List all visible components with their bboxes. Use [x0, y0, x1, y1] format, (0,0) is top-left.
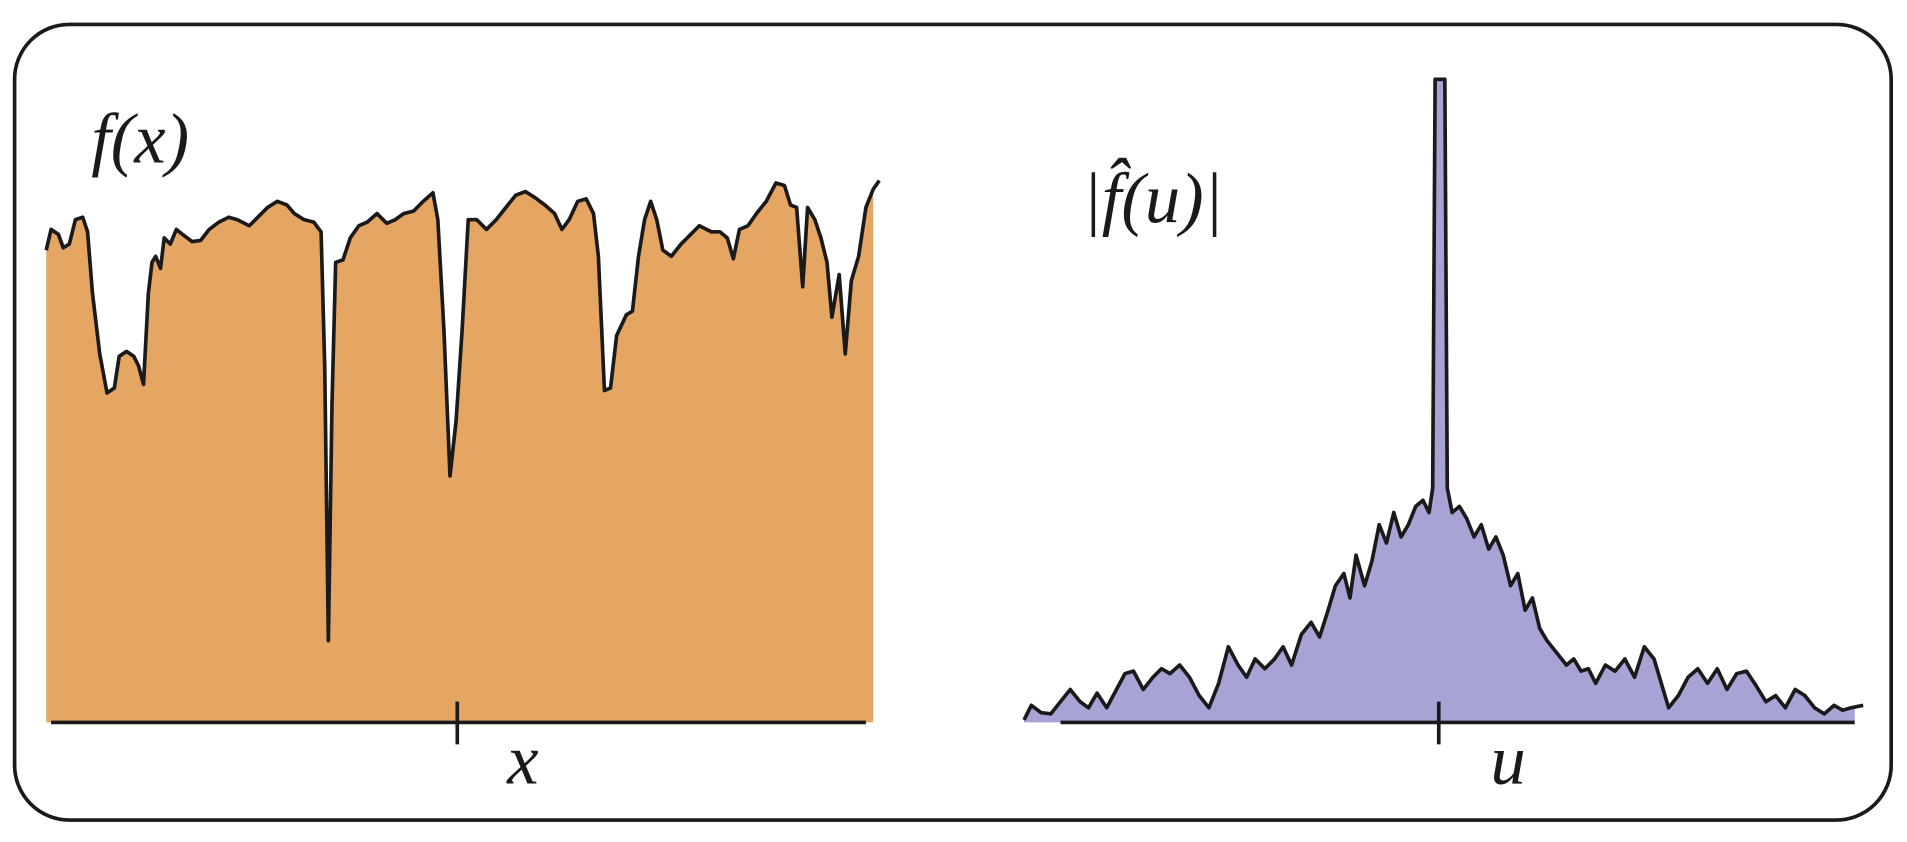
function-label: f(x) — [91, 100, 189, 178]
signal-area — [46, 183, 874, 723]
function-label: |f̂(u)| — [1082, 158, 1223, 238]
signal-curve — [44, 179, 881, 643]
spectrum-area — [1024, 79, 1855, 723]
spectrum-curve — [1022, 77, 1864, 721]
axis-label: x — [506, 721, 538, 799]
axis-label: u — [1490, 721, 1525, 799]
